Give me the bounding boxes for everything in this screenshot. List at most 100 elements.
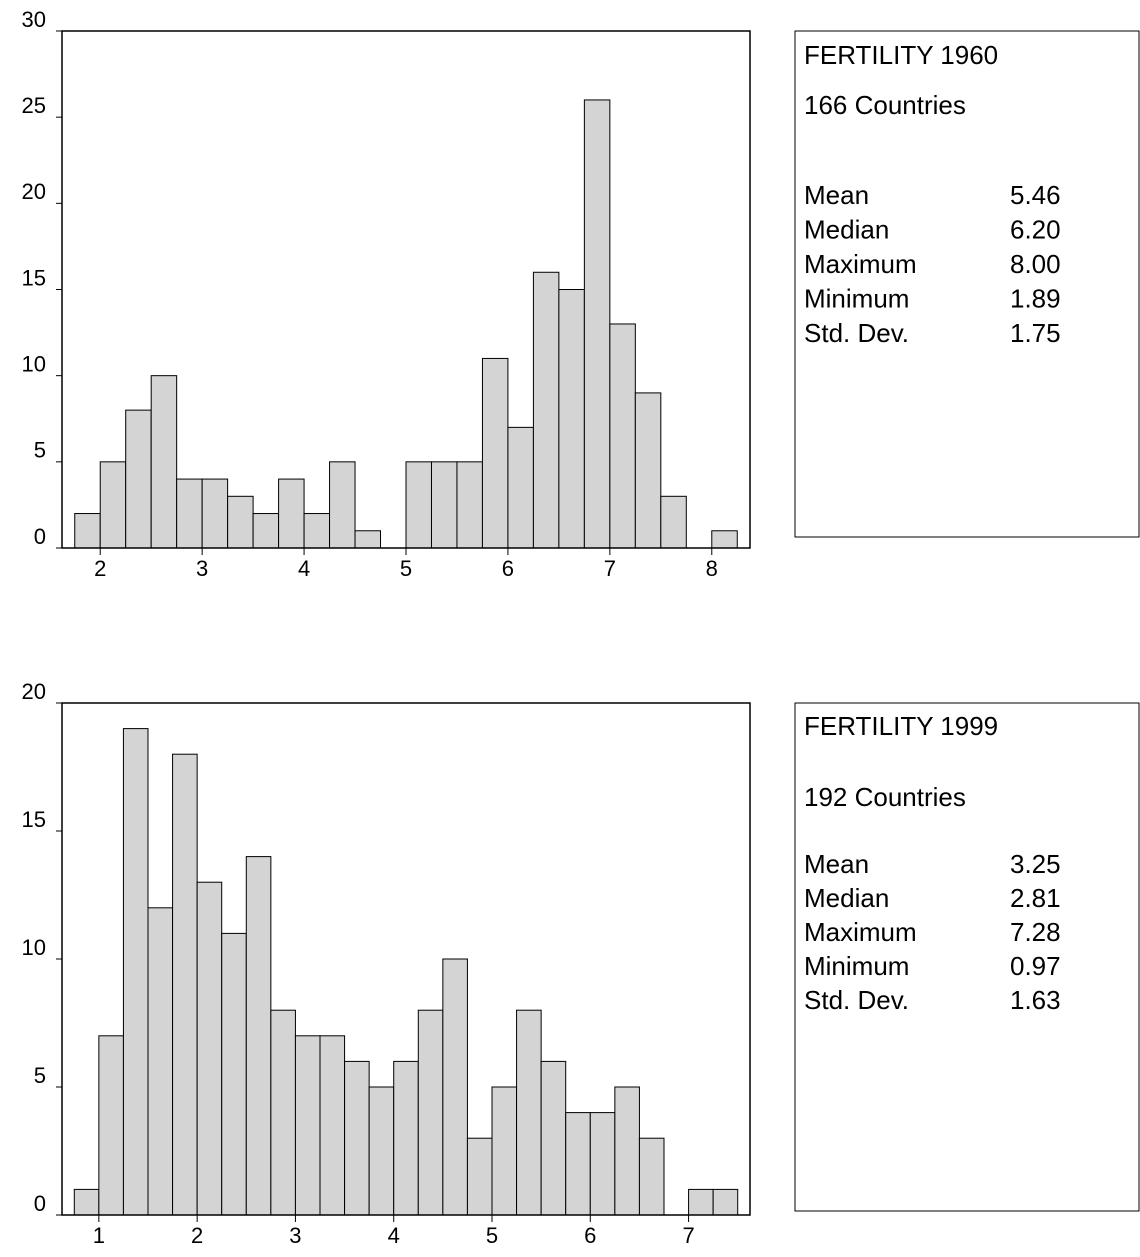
y-tick-label: 20 (22, 679, 46, 704)
bar (344, 1060, 370, 1216)
bar (172, 753, 198, 1216)
bar (393, 1060, 419, 1216)
y-tick-label: 30 (22, 7, 46, 32)
bar (507, 426, 534, 549)
stat-value: 1.75 (1010, 318, 1061, 348)
bar (558, 289, 585, 549)
bar (99, 461, 127, 549)
stats-subtitle: 192 Countries (804, 782, 966, 812)
stats-box (794, 30, 1140, 538)
bar (634, 392, 662, 549)
bar (303, 513, 331, 549)
bar (614, 1086, 640, 1216)
bar (532, 271, 560, 549)
stat-value: 8.00 (1010, 249, 1061, 279)
bar (638, 1137, 665, 1216)
bar (354, 530, 382, 549)
stats-title: FERTILITY 1960 (804, 40, 998, 70)
bar (329, 461, 356, 549)
x-tick-label: 5 (486, 1223, 498, 1248)
bar (245, 856, 272, 1216)
y-tick-label: 20 (22, 179, 46, 204)
x-tick-label: 5 (400, 556, 412, 581)
bar (565, 1112, 591, 1216)
bar (417, 1009, 444, 1216)
stat-label: Maximum (804, 917, 917, 947)
stat-value: 1.89 (1010, 283, 1061, 313)
x-tick-label: 6 (502, 556, 514, 581)
bar (147, 907, 174, 1216)
y-tick-label: 0 (34, 524, 46, 549)
y-tick-label: 25 (22, 93, 46, 118)
stat-value: 5.46 (1010, 180, 1061, 210)
bar (270, 1009, 296, 1216)
bar (430, 461, 458, 549)
x-tick-label: 2 (94, 556, 106, 581)
x-tick-label: 8 (706, 556, 718, 581)
y-tick-label: 5 (34, 438, 46, 463)
stat-label: Std. Dev. (804, 985, 909, 1015)
stat-label: Mean (804, 849, 869, 879)
y-tick-label: 15 (22, 807, 46, 832)
stat-value: 7.28 (1010, 917, 1061, 947)
stat-label: Maximum (804, 249, 917, 279)
stat-label: Minimum (804, 283, 909, 313)
stat-value: 2.81 (1010, 883, 1061, 913)
bar (201, 478, 229, 549)
bar (442, 958, 468, 1216)
stats-title: FERTILITY 1999 (804, 711, 998, 741)
x-tick-label: 1 (93, 1223, 105, 1248)
bar (516, 1009, 542, 1216)
bar (466, 1137, 493, 1216)
x-tick-label: 7 (604, 556, 616, 581)
bar (319, 1035, 346, 1216)
bar (252, 513, 280, 549)
x-tick-label: 4 (388, 1223, 400, 1248)
stat-label: Median (804, 214, 889, 244)
stat-value: 0.97 (1010, 951, 1061, 981)
bar (74, 513, 101, 549)
bar (150, 375, 178, 549)
bar (688, 1188, 714, 1216)
bar (176, 478, 203, 549)
bar (278, 478, 305, 549)
bar (227, 495, 254, 549)
y-tick-label: 5 (34, 1063, 46, 1088)
stat-label: Std. Dev. (804, 318, 909, 348)
stats-subtitle: 166 Countries (804, 90, 966, 120)
x-tick-label: 4 (298, 556, 310, 581)
bar (368, 1086, 395, 1216)
stat-label: Mean (804, 180, 869, 210)
stat-label: Median (804, 883, 889, 913)
stat-value: 6.20 (1010, 214, 1061, 244)
bar (294, 1035, 321, 1216)
bar (711, 530, 738, 549)
bar (456, 461, 483, 549)
bar (481, 357, 509, 549)
x-tick-label: 3 (289, 1223, 301, 1248)
bar (540, 1060, 567, 1216)
bar (98, 1035, 124, 1216)
bar (609, 323, 636, 549)
bar (125, 409, 152, 549)
y-tick-label: 15 (22, 265, 46, 290)
stat-value: 1.63 (1010, 985, 1061, 1015)
bar (491, 1086, 518, 1216)
bar (122, 728, 149, 1216)
y-tick-label: 0 (34, 1191, 46, 1216)
stat-label: Minimum (804, 951, 909, 981)
bar (660, 495, 687, 549)
bar (589, 1112, 616, 1216)
bar (196, 881, 223, 1216)
stats-box (794, 702, 1140, 1212)
stat-value: 3.25 (1010, 849, 1061, 879)
bar (405, 461, 432, 549)
bar (73, 1188, 100, 1216)
x-tick-label: 3 (196, 556, 208, 581)
x-tick-label: 2 (191, 1223, 203, 1248)
bar (583, 99, 611, 549)
y-tick-label: 10 (22, 935, 46, 960)
x-tick-label: 6 (584, 1223, 596, 1248)
x-tick-label: 7 (682, 1223, 694, 1248)
